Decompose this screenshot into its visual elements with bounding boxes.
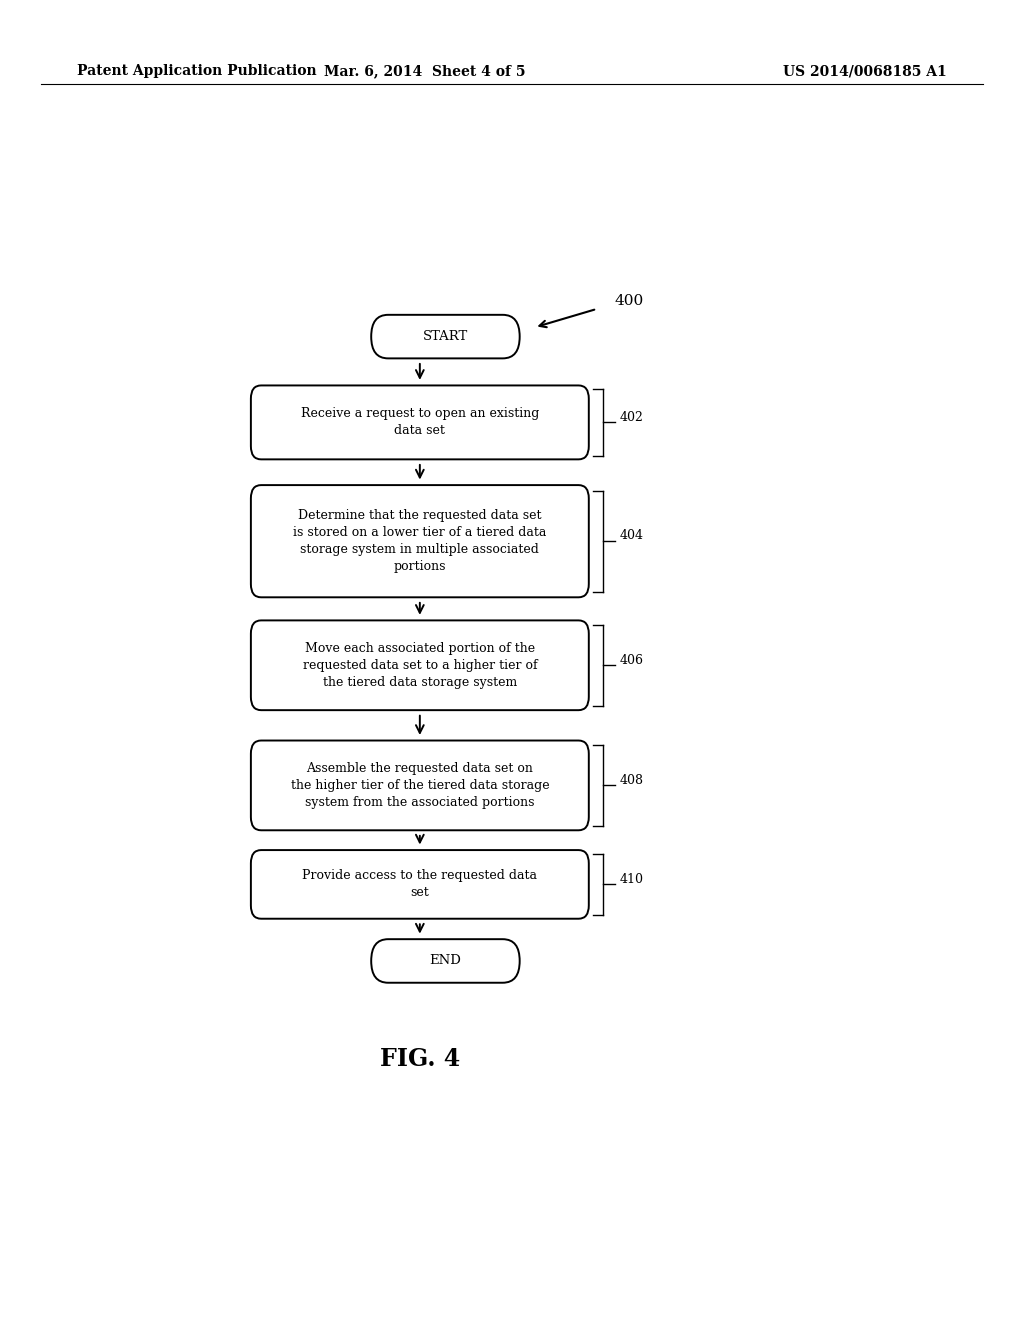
FancyBboxPatch shape <box>251 850 589 919</box>
Text: END: END <box>429 954 462 968</box>
FancyBboxPatch shape <box>371 940 519 982</box>
Text: FIG. 4: FIG. 4 <box>380 1047 460 1071</box>
Text: 404: 404 <box>620 529 643 543</box>
Text: Assemble the requested data set on
the higher tier of the tiered data storage
sy: Assemble the requested data set on the h… <box>291 762 549 809</box>
Text: Determine that the requested data set
is stored on a lower tier of a tiered data: Determine that the requested data set is… <box>293 510 547 573</box>
FancyBboxPatch shape <box>251 385 589 459</box>
FancyBboxPatch shape <box>251 620 589 710</box>
Text: 406: 406 <box>620 653 643 667</box>
Text: 410: 410 <box>620 873 643 886</box>
Text: START: START <box>423 330 468 343</box>
FancyBboxPatch shape <box>251 486 589 597</box>
Text: Mar. 6, 2014  Sheet 4 of 5: Mar. 6, 2014 Sheet 4 of 5 <box>325 65 525 78</box>
Text: Receive a request to open an existing
data set: Receive a request to open an existing da… <box>301 408 539 437</box>
Text: 402: 402 <box>620 411 643 424</box>
FancyBboxPatch shape <box>371 314 519 358</box>
Text: Patent Application Publication: Patent Application Publication <box>77 65 316 78</box>
Text: Provide access to the requested data
set: Provide access to the requested data set <box>302 870 538 899</box>
Text: 400: 400 <box>614 294 644 308</box>
Text: US 2014/0068185 A1: US 2014/0068185 A1 <box>783 65 947 78</box>
FancyBboxPatch shape <box>251 741 589 830</box>
Text: Move each associated portion of the
requested data set to a higher tier of
the t: Move each associated portion of the requ… <box>302 642 538 689</box>
Text: 408: 408 <box>620 774 643 787</box>
